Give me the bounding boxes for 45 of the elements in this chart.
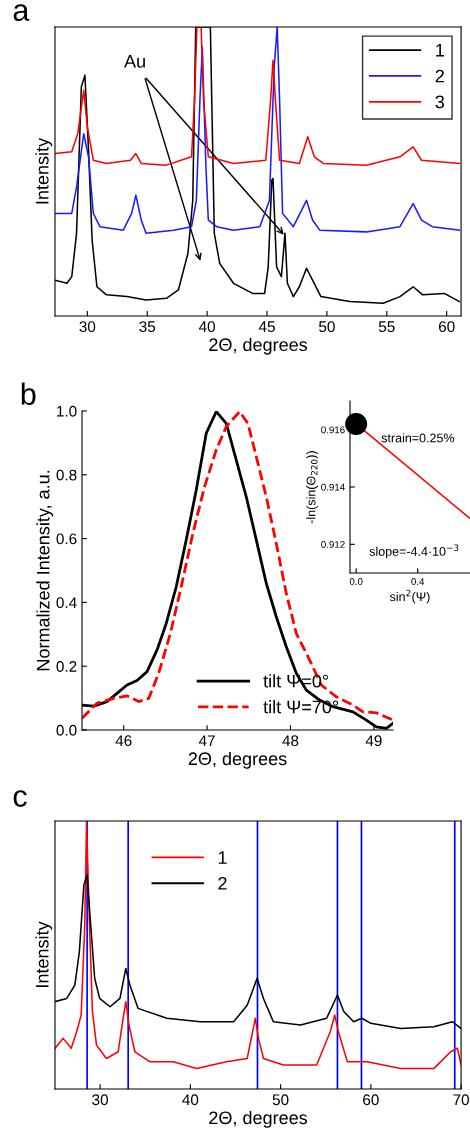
chart-title: b [21, 382, 36, 405]
x-tick-label: 45 [258, 321, 275, 333]
x-tick-label: 30 [79, 321, 96, 333]
chart-title: c [13, 790, 27, 807]
chart-title: a [13, 4, 30, 22]
annotation: slope=-4.4·10$^{−3}$ [369, 544, 459, 559]
x-tick-label: 47 [198, 735, 215, 746]
x-tick-label: 40 [182, 1094, 199, 1106]
annotation: Au [124, 55, 145, 68]
x-tick-label: 70 [453, 1094, 469, 1106]
x-tick-label: 55 [378, 321, 395, 333]
legend-label: 2 [435, 69, 444, 83]
x-axis-title: 2Θ, degrees [188, 751, 287, 769]
y-axis-title: Normalized Intensity, a.u. [36, 470, 54, 671]
y-tick-label: 0.914 [321, 483, 345, 491]
legend-label: 3 [435, 95, 445, 109]
x-tick-label: 60 [363, 1094, 379, 1106]
x-tick-label: 50 [319, 321, 335, 333]
y-tick-label: 1.0 [57, 405, 77, 417]
x-tick-label: 40 [198, 321, 216, 333]
y-tick-label: 0.916 [321, 426, 345, 434]
y-tick-label: 0.6 [56, 533, 77, 545]
x-tick-label: 35 [139, 321, 156, 333]
y-tick-label: 0.912 [321, 541, 345, 548]
x-tick-label: 48 [282, 735, 299, 747]
y-tick-label: 0.8 [56, 469, 77, 481]
x-axis-title: 2Θ, degrees [209, 1110, 308, 1128]
y-tick-label: 0.0 [56, 724, 77, 736]
y-axis-title: -ln(sin(Θ$_{220}$)) [306, 451, 318, 524]
x-tick-label: 60 [438, 321, 455, 333]
legend-label: 2 [218, 876, 227, 890]
legend-label: tilt Ψ=70° [263, 700, 339, 714]
legend-label: 1 [218, 851, 227, 864]
annotation: strain=0.25% [381, 433, 455, 443]
y-tick-label: 0.4 [56, 597, 77, 609]
x-axis-title: 2Θ, degrees [209, 337, 308, 355]
x-tick-label: 50 [272, 1094, 289, 1106]
x-tick-label: 46 [115, 735, 132, 747]
y-axis-title: Intensity [35, 137, 53, 204]
y-tick-label: 0.2 [56, 661, 77, 672]
x-axis-title: sin$^{2}$(Ψ) [389, 589, 430, 604]
x-tick-label: 49 [365, 735, 382, 747]
y-axis-title: Intensity [35, 921, 53, 987]
legend-label: 1 [436, 43, 444, 57]
x-tick-label: 30 [92, 1094, 109, 1106]
